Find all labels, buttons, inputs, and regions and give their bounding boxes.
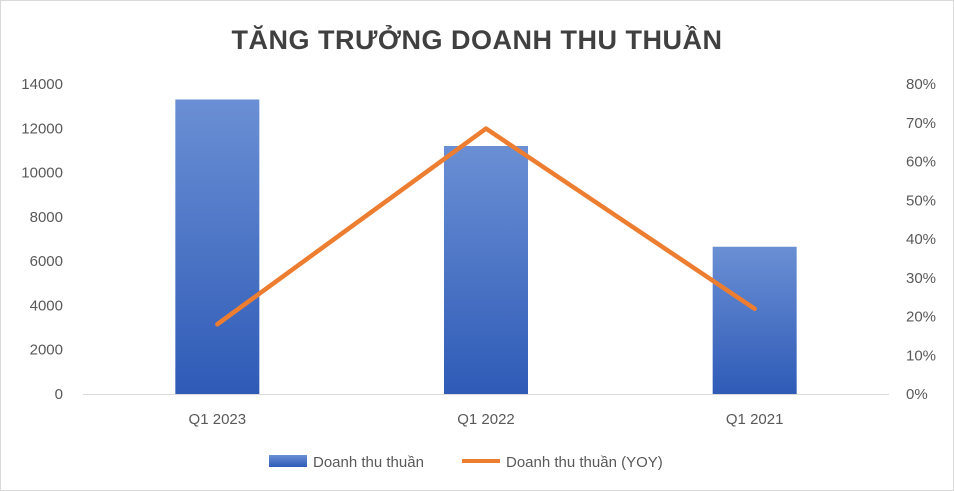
left-tick-label: 12000 <box>21 120 63 137</box>
line-series <box>215 126 757 327</box>
left-tick-label: 2000 <box>30 342 63 359</box>
legend-label-line: Doanh thu thuần (YOY) <box>506 454 663 471</box>
right-tick-label: 30% <box>906 270 936 287</box>
left-tick-label: 6000 <box>30 253 63 270</box>
right-tick-label: 50% <box>906 192 936 209</box>
x-axis: Q1 2023 Q1 2022 Q1 2021 <box>189 411 784 428</box>
left-tick-label: 4000 <box>30 297 63 314</box>
x-tick-label: Q1 2022 <box>457 411 515 428</box>
left-axis: 0 2000 4000 6000 8000 10000 12000 14000 <box>21 76 63 403</box>
left-tick-label: 14000 <box>21 76 63 93</box>
right-tick-label: 10% <box>906 347 936 364</box>
x-tick-label: Q1 2021 <box>726 411 784 428</box>
left-tick-label: 8000 <box>30 209 63 226</box>
legend: Doanh thu thuần Doanh thu thuần (YOY) <box>269 454 663 471</box>
right-tick-label: 40% <box>906 231 936 248</box>
bar <box>444 146 528 394</box>
bar <box>175 99 260 394</box>
right-tick-label: 0% <box>906 386 928 403</box>
bar-series <box>175 99 797 394</box>
right-axis: 0% 10% 20% 30% 40% 50% 60% 70% 80% <box>906 76 936 403</box>
right-tick-label: 70% <box>906 115 936 132</box>
left-tick-label: 0 <box>55 386 63 403</box>
right-tick-label: 20% <box>906 309 936 326</box>
legend-swatch-bar <box>269 455 307 467</box>
chart-title: TĂNG TRƯỞNG DOANH THU THUẦN <box>232 23 723 55</box>
right-tick-label: 60% <box>906 154 936 171</box>
legend-label-bar: Doanh thu thuần <box>313 454 424 471</box>
right-tick-label: 80% <box>906 76 936 93</box>
left-tick-label: 10000 <box>21 165 63 182</box>
bar <box>712 246 797 394</box>
x-tick-label: Q1 2023 <box>189 411 247 428</box>
